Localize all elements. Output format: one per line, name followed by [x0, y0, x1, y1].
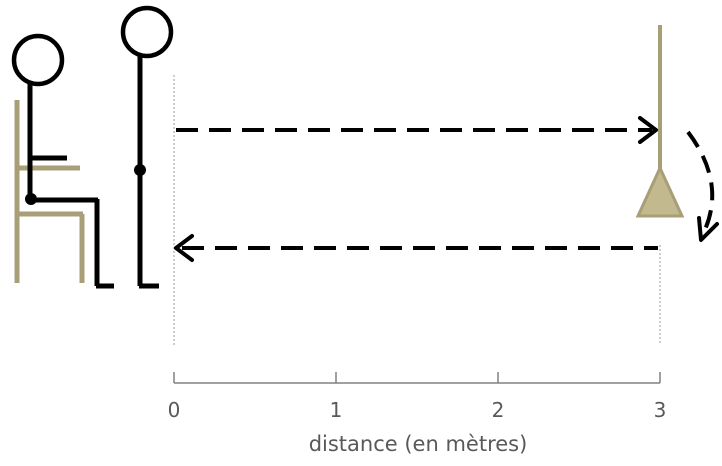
seated-person-hip-dot — [25, 193, 37, 205]
return-arrow — [174, 234, 658, 262]
tick-label-3: 3 — [654, 398, 667, 422]
distance-axis — [173, 372, 661, 384]
cone-icon — [635, 164, 685, 218]
standing-person-icon — [120, 5, 174, 289]
tick-label-1: 1 — [330, 398, 343, 422]
axis-title: distance (en mètres) — [309, 432, 528, 456]
turnaround-arrow — [686, 130, 719, 242]
chair-icon — [14, 100, 85, 283]
standing-person-hip-dot — [134, 164, 146, 176]
outbound-arrow — [176, 116, 658, 144]
tick-label-2: 2 — [492, 398, 505, 422]
tick-label-0: 0 — [168, 398, 181, 422]
seated-person-icon — [11, 33, 114, 289]
